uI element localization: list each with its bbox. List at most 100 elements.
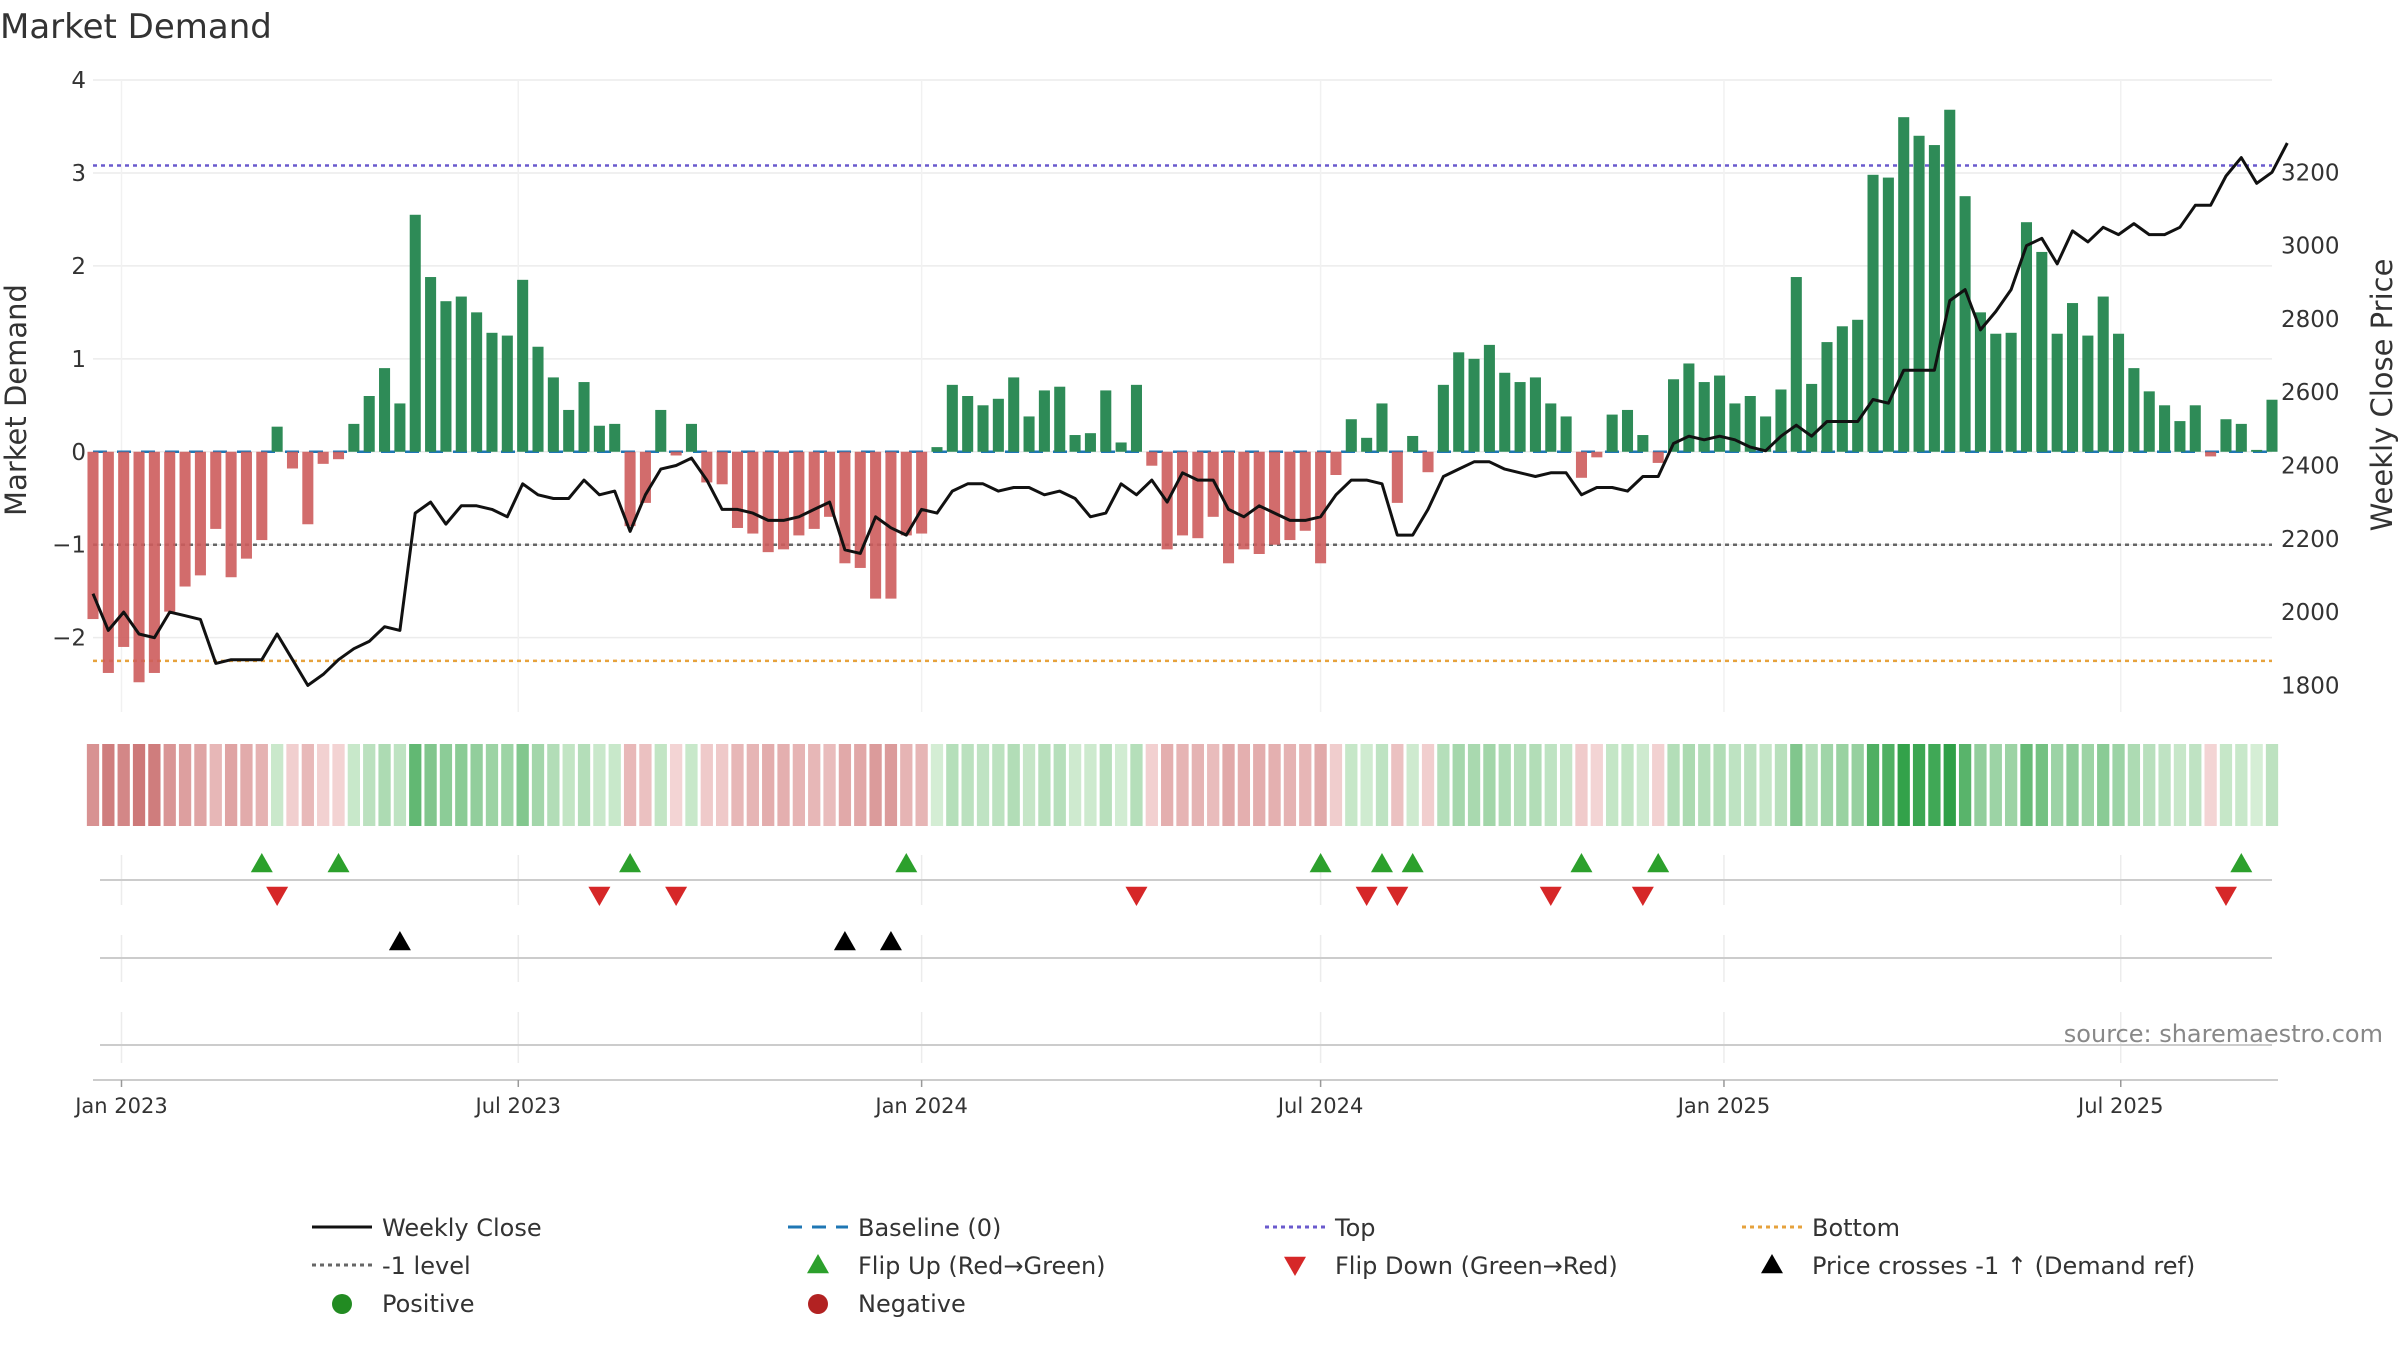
legend-swatch-dot (332, 1294, 352, 1314)
y-axis-label: Market Demand (0, 284, 33, 516)
demand-bar-positive (609, 423, 621, 452)
demand-bar-negative (1253, 451, 1265, 554)
flip-down-marker (665, 886, 688, 906)
heat-cell (209, 744, 222, 826)
heat-cell (1590, 744, 1603, 826)
flip-down-marker (1539, 886, 1562, 906)
heat-cell (102, 744, 115, 826)
heat-cell (86, 744, 100, 826)
x-tick-label: Jan 2024 (873, 1094, 968, 1118)
flip-up-marker (1370, 853, 1393, 873)
heat-cell (455, 744, 468, 826)
demand-bar-positive (946, 384, 958, 452)
heat-cell (976, 744, 990, 826)
demand-bar-positive (1852, 319, 1864, 452)
demand-bar-positive (1529, 377, 1541, 452)
heat-cell (470, 744, 483, 826)
y2-tick-label: 2400 (2281, 453, 2340, 479)
demand-bar-positive (1361, 437, 1373, 452)
demand-bar-positive (1882, 177, 1894, 452)
flip-up-marker (327, 853, 350, 873)
demand-bar-positive (2113, 333, 2125, 452)
heat-cell (593, 744, 606, 826)
demand-bar-positive (563, 409, 575, 452)
demand-bar-negative (2205, 451, 2217, 457)
demand-bar-negative (1591, 451, 1603, 458)
heat-cell (1299, 744, 1312, 826)
demand-bar-positive (1054, 386, 1066, 452)
heat-cell (286, 744, 299, 826)
heat-cell (762, 744, 775, 826)
heat-cell (623, 744, 637, 826)
demand-bar-positive (471, 312, 483, 452)
demand-bar-positive (1100, 390, 1112, 452)
demand-bar-negative (148, 451, 160, 673)
demand-bars (87, 109, 2278, 683)
demand-bar-negative (670, 451, 682, 456)
heat-cell (1636, 744, 1649, 826)
x-tick-label: Jul 2025 (2076, 1094, 2163, 1118)
heat-cell (1728, 744, 1742, 826)
flip-down-marker (1631, 886, 1654, 906)
heat-cell (777, 744, 790, 826)
demand-bar-negative (118, 451, 130, 647)
demand-bar-negative (1391, 451, 1403, 503)
y2-tick-label: 2000 (2281, 600, 2340, 626)
demand-bar-positive (1790, 277, 1802, 452)
demand-bar-positive (1867, 174, 1879, 452)
heat-cell (1038, 744, 1051, 826)
demand-bar-positive (1130, 384, 1142, 452)
y2-tick-label: 3000 (2281, 234, 2340, 260)
heat-cell (194, 744, 207, 826)
left-axis-ticks: 4 3 2 1 0 −1 −2 (52, 68, 86, 652)
heat-cell (1529, 744, 1542, 826)
heat-cell (2235, 744, 2248, 826)
demand-bar-negative (624, 451, 636, 527)
flip-up-marker (895, 853, 918, 873)
heat-cell (1790, 744, 1803, 826)
heat-cell (700, 744, 713, 826)
demand-bar-positive (348, 423, 360, 452)
heat-cell (1989, 744, 2002, 826)
heat-cell (1406, 744, 1419, 826)
legend-label: Baseline (0) (858, 1214, 1001, 1242)
demand-bar-positive (1023, 416, 1035, 452)
flip-down-marker (266, 886, 289, 906)
heat-cell (2158, 744, 2171, 826)
legend-label: Negative (858, 1290, 966, 1318)
heat-cell (378, 744, 391, 826)
demand-bar-positive (2189, 405, 2201, 452)
heat-cell (317, 744, 330, 826)
demand-bar-positive (1959, 196, 1971, 452)
demand-bar-positive (931, 447, 943, 452)
demand-bar-negative (164, 451, 176, 612)
heat-cell (1022, 744, 1036, 826)
heat-cell (1068, 744, 1082, 826)
heat-cell (547, 744, 560, 826)
flip-up-marker (1309, 853, 1332, 873)
demand-bar-negative (793, 451, 805, 536)
demand-bar-positive (578, 382, 590, 452)
heat-cell (439, 744, 453, 826)
demand-bar-positive (1437, 384, 1449, 452)
heat-cell (1836, 744, 1849, 826)
demand-bar-positive (425, 277, 437, 452)
heat-cell (2004, 744, 2018, 826)
y-tick-label: 0 (71, 440, 86, 466)
demand-bar-positive (1637, 435, 1649, 452)
demand-bar-negative (701, 451, 713, 483)
heat-cell (1222, 744, 1235, 826)
demand-bar-positive (1775, 389, 1787, 452)
y-tick-label: 4 (71, 68, 86, 94)
demand-bar-positive (1499, 372, 1511, 452)
demand-bar-positive (1038, 390, 1050, 452)
demand-bar-positive (1744, 396, 1756, 452)
heat-cell (1329, 744, 1343, 826)
y2-tick-label: 2800 (2281, 307, 2340, 333)
demand-bar-positive (1898, 117, 1910, 452)
demand-bar-positive (655, 409, 667, 452)
demand-bar-negative (179, 451, 191, 587)
legend-swatch-triangle-up (807, 1254, 829, 1274)
heat-cell (1851, 744, 1864, 826)
demand-bar-positive (1483, 344, 1495, 452)
